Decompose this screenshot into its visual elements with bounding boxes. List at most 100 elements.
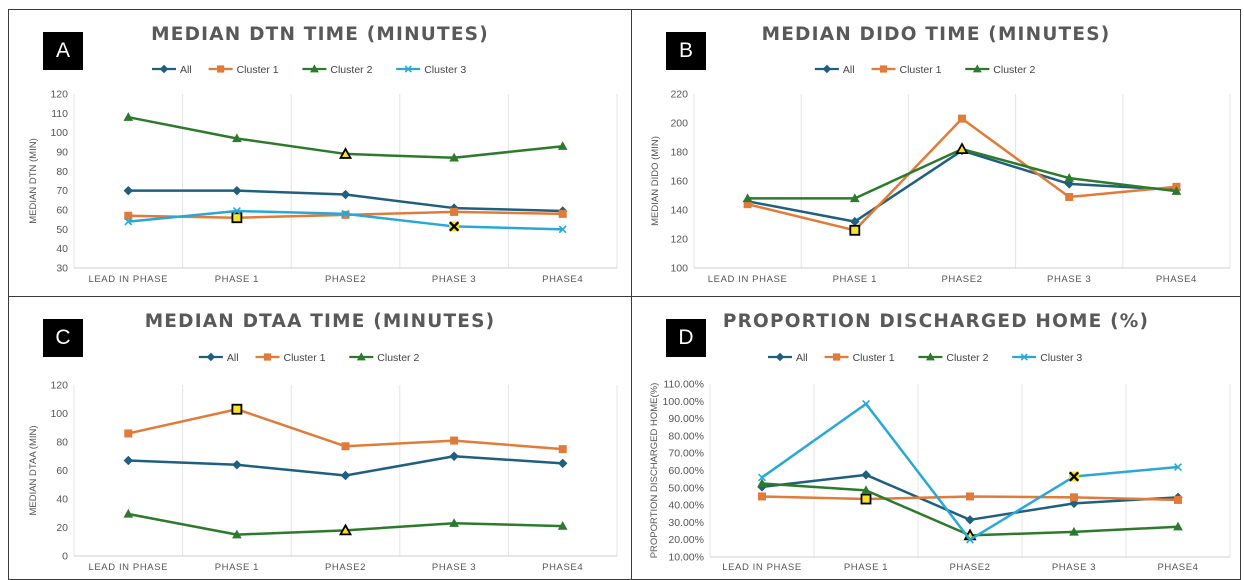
data-point <box>860 493 872 505</box>
y-tick-label: 90 <box>56 147 68 159</box>
y-tick-labels: 100 120 140 160 180 200 220 <box>670 89 688 275</box>
data-point <box>757 478 767 488</box>
legend: All Cluster 1 Cluster 2 <box>814 64 1035 76</box>
legend-swatch-marker <box>972 64 982 73</box>
y-tick-label: 180 <box>670 147 688 159</box>
x-tick-label: PHASE 1 <box>833 274 877 285</box>
y-tick-label: 120 <box>50 89 68 101</box>
legend-label: Cluster 3 <box>424 64 466 76</box>
legend-label: Cluster 2 <box>377 352 419 364</box>
series-cluster-1 <box>758 492 1182 505</box>
y-tick-label: 100 <box>50 127 68 139</box>
data-point <box>742 193 753 203</box>
y-tick-label: 80 <box>56 166 68 178</box>
legend-swatch-marker-stroke-2 <box>1020 353 1028 361</box>
data-point <box>341 442 350 451</box>
data-point <box>966 535 974 544</box>
legend-item: All <box>814 64 855 76</box>
y-tick-label: 100.00% <box>663 396 704 408</box>
legend-swatch-marker <box>775 352 785 362</box>
data-point <box>449 518 459 527</box>
data-point <box>340 189 351 200</box>
data-point <box>758 492 766 501</box>
legend-swatch-marker <box>404 65 412 73</box>
x-tick-label: PHASE4 <box>1157 562 1198 573</box>
data-point <box>557 458 568 469</box>
y-tick-label: 40 <box>56 243 68 255</box>
data-point <box>338 523 353 536</box>
data-point-stroke-2 <box>558 225 567 234</box>
y-axis-label: MEDIAN DIDO (MIN) <box>650 136 661 226</box>
y-tick-labels: 30 40 50 60 70 80 90 100 110 120 <box>50 89 68 275</box>
legend-item: Cluster 2 <box>965 64 1035 76</box>
legend-item: All <box>198 352 239 364</box>
legend-swatch-marker-stroke-2 <box>404 65 412 73</box>
legend-label: Cluster 1 <box>900 64 942 76</box>
data-point <box>449 451 459 461</box>
panel-d: D PROPORTION DISCHARGED HOME (%) 10.00% 2… <box>631 296 1241 580</box>
data-point <box>1069 526 1079 536</box>
data-point <box>966 492 974 501</box>
x-tick-label: PHASE4 <box>542 274 583 285</box>
chart-svg-a: 30 40 50 60 70 80 90 100 110 120 MEDIAN DTN (MIN) L… <box>28 64 618 285</box>
legend-item: Cluster 1 <box>208 64 279 76</box>
data-point <box>1064 173 1075 182</box>
legend-item: Cluster 3 <box>1012 352 1082 364</box>
series-line <box>747 147 1177 200</box>
legend-label: Cluster 1 <box>284 352 326 364</box>
chart-title: MEDIAN DTAA TIME (MINUTES) <box>144 311 496 332</box>
data-point <box>232 185 242 196</box>
panel-badge: D <box>666 319 706 357</box>
legend-label: Cluster 2 <box>946 352 988 364</box>
data-point <box>338 147 353 159</box>
legend-item: Cluster 2 <box>918 352 989 364</box>
y-tick-label: 120 <box>50 380 68 392</box>
legend-swatch-marker <box>822 64 832 74</box>
data-point <box>124 217 133 226</box>
legend-item: All <box>768 352 808 364</box>
data-point <box>232 133 242 143</box>
data-point <box>558 225 567 234</box>
y-tick-label: 60 <box>56 465 68 477</box>
legend: All Cluster 1 Cluster 2 Cluster 3 <box>768 352 1082 364</box>
data-point-stroke-2 <box>124 217 133 226</box>
legend-item: Cluster 1 <box>871 64 942 76</box>
data-point-stroke-2 <box>232 207 241 215</box>
data-point <box>1070 493 1078 502</box>
x-tick-label: PHASE 3 <box>1047 274 1091 285</box>
data-point <box>124 429 133 438</box>
data-point <box>965 515 975 525</box>
legend-swatch-marker <box>356 352 366 361</box>
data-point <box>341 209 350 218</box>
data-point <box>861 470 871 480</box>
data-point <box>232 460 242 470</box>
y-tick-label: 140 <box>670 205 688 217</box>
data-point <box>558 445 567 454</box>
data-point <box>449 221 460 232</box>
gridlines <box>73 94 618 268</box>
series-cluster-2 <box>123 112 568 162</box>
data-point <box>231 403 243 415</box>
legend-item: Cluster 2 <box>349 352 419 364</box>
y-tick-label: 70.00% <box>668 448 704 460</box>
data-point <box>1173 521 1183 531</box>
panel-badge: B <box>666 32 706 70</box>
series-cluster-2 <box>123 508 568 539</box>
y-tick-label: 40.00% <box>668 500 704 512</box>
data-point <box>758 473 766 482</box>
data-point <box>557 521 568 530</box>
series-line <box>761 482 1179 537</box>
legend-item: Cluster 3 <box>396 64 466 76</box>
panel-badge: C <box>43 319 83 357</box>
y-tick-label: 30.00% <box>668 517 704 529</box>
series-cluster-3 <box>124 207 567 234</box>
legend-swatch-marker <box>217 65 225 73</box>
y-tick-label: 60.00% <box>668 465 704 477</box>
data-point <box>449 152 459 162</box>
x-tick-label: LEAD IN PHASE <box>708 274 788 285</box>
y-tick-labels: 10.00% 20.00% 30.00% 40.00% 50.00% 60.00% 70.0… <box>663 379 704 564</box>
data-point-stroke-2 <box>449 221 460 232</box>
y-tick-label: 20.00% <box>668 534 704 546</box>
x-tick-labels: LEAD IN PHASE PHASE 1 PHASE2 PHASE 3 PHASE4 <box>722 562 1198 573</box>
legend-item: Cluster 1 <box>255 352 326 364</box>
